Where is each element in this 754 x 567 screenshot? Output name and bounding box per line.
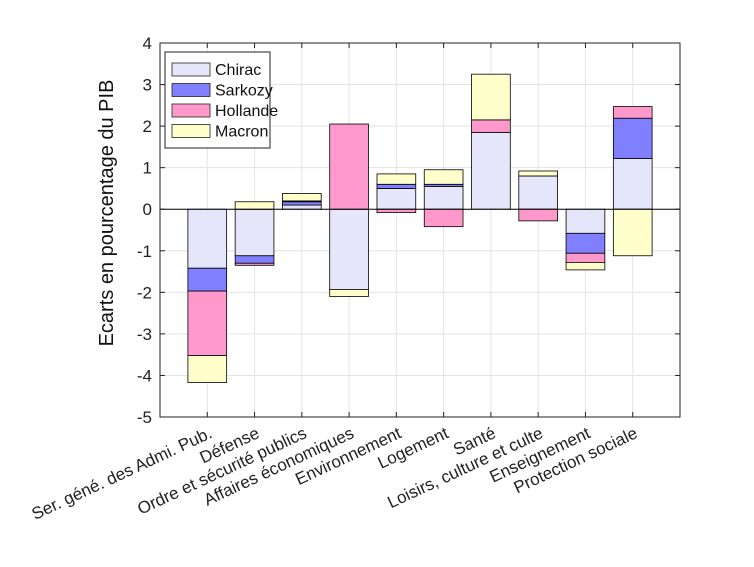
- bar-segment-hollande: [612, 106, 653, 119]
- bar-segment-chirac: [423, 185, 464, 210]
- legend-swatch: [171, 62, 211, 77]
- bar-segment-hollande: [423, 208, 464, 228]
- axes-box: [159, 42, 681, 418]
- bar-segment-chirac: [471, 131, 511, 210]
- bar-segment-hollande: [187, 290, 228, 356]
- bar-segment-chirac: [612, 158, 653, 210]
- bar-segment-chirac: [187, 208, 228, 269]
- y-tick-label: -4: [137, 366, 152, 385]
- bar-segment-chirac: [282, 204, 322, 210]
- bar-segment-macron: [234, 201, 275, 210]
- bar-segment-macron: [612, 208, 653, 257]
- bar-segment-chirac: [565, 208, 606, 234]
- bar-segment-hollande: [565, 252, 606, 263]
- legend-swatch: [171, 124, 211, 138]
- y-tick-label: -2: [137, 283, 152, 302]
- y-tick-label: 2: [143, 117, 152, 136]
- bar-segment-sarkozy: [376, 183, 417, 189]
- bar-segment-hollande: [329, 123, 369, 210]
- legend-label: Macron: [215, 124, 268, 141]
- y-axis-ticks: -5 -4 -3 -2 -1 0 1 2 3 4: [137, 34, 680, 427]
- bar-segment-sarkozy: [187, 267, 228, 292]
- y-axis-label: Ecarts en pourcentage du PIB: [96, 80, 118, 347]
- bar-segment-macron: [471, 73, 511, 121]
- legend-swatch: [171, 83, 211, 97]
- x-tick-label: Ser. géné. des Admi. Pub.: [29, 423, 215, 523]
- bar-segment-sarkozy: [612, 117, 653, 159]
- y-tick-label: 1: [143, 159, 152, 178]
- bar-segment-sarkozy: [282, 201, 322, 206]
- bar-segment-sarkozy: [234, 255, 275, 264]
- y-tick-label: -1: [137, 242, 152, 261]
- bar-segment-macron: [376, 173, 417, 185]
- y-tick-label: 3: [143, 76, 152, 95]
- bar-segment-chirac: [518, 175, 558, 210]
- bar-segment-macron: [565, 262, 606, 271]
- bar-segment-chirac: [234, 208, 275, 257]
- bar-segment-hollande: [518, 208, 558, 222]
- legend-label: Hollande: [215, 103, 278, 120]
- bar-segment-hollande: [234, 262, 275, 266]
- bar-segment-macron: [518, 170, 558, 177]
- bar-segment-macron: [282, 193, 322, 202]
- y-tick-label: 4: [143, 34, 152, 53]
- bar-segment-hollande: [471, 119, 511, 133]
- bar-segment-macron: [187, 355, 228, 383]
- bar-segment-chirac: [376, 188, 417, 210]
- legend-swatch: [171, 103, 211, 118]
- bar-segment-chirac: [329, 208, 369, 290]
- y-tick-label: -3: [137, 325, 152, 344]
- legend: Chirac Sarkozy Hollande Macron: [164, 51, 278, 149]
- y-tick-label: 0: [143, 200, 152, 219]
- y-tick-label: -5: [137, 408, 152, 427]
- legend-label: Chirac: [215, 62, 261, 79]
- bar-segment-macron: [329, 289, 369, 297]
- legend-label: Sarkozy: [215, 83, 273, 100]
- plot-frame: [159, 42, 681, 418]
- bar-segment-macron: [423, 169, 464, 185]
- bars: [187, 73, 653, 383]
- bar-segment-sarkozy: [565, 232, 606, 254]
